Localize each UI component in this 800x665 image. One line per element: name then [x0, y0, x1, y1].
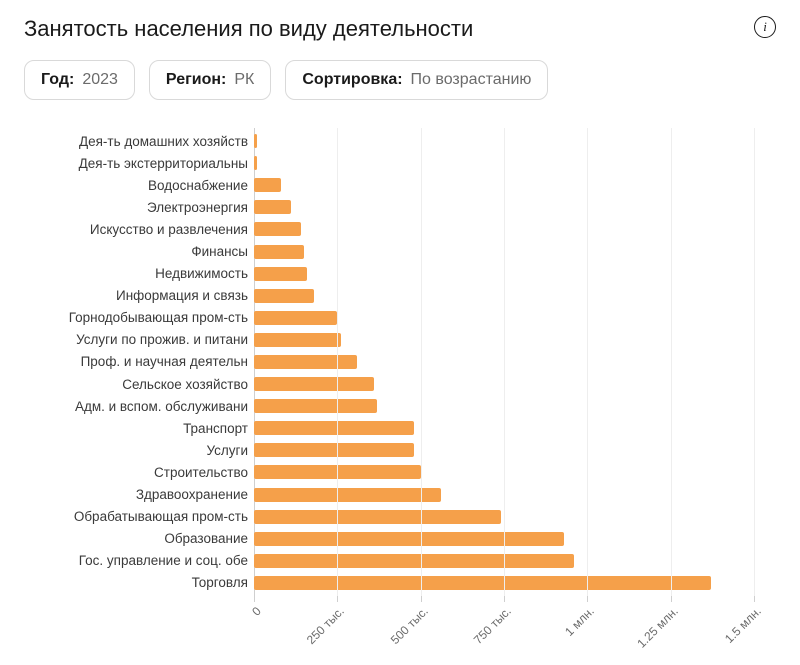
bar[interactable] — [254, 576, 711, 590]
grid-line — [671, 128, 672, 596]
category-label: Электроэнергия — [24, 196, 248, 218]
category-label: Образование — [24, 528, 248, 550]
x-tick-label: 0 — [249, 604, 264, 619]
bar[interactable] — [254, 510, 501, 524]
x-tick: 250 тыс. — [337, 596, 338, 602]
bar[interactable] — [254, 377, 374, 391]
bar[interactable] — [254, 200, 291, 214]
category-label: Искусство и развлечения — [24, 218, 248, 240]
grid-line — [504, 128, 505, 596]
bar[interactable] — [254, 355, 357, 369]
year-label: Год: — [41, 71, 74, 89]
x-tick: 1.25 млн. — [671, 596, 672, 602]
employment-chart: Дея-ть домашних хозяйствДея-ть экстеррит… — [24, 128, 762, 658]
page-title: Занятость населения по виду деятельности — [24, 16, 473, 42]
filter-controls: Год: 2023 Регион: РК Сортировка: По возр… — [24, 60, 776, 100]
category-label: Гос. управление и соц. обе — [24, 550, 248, 572]
x-tick: 1 млн. — [587, 596, 588, 602]
category-label: Дея-ть домашних хозяйств — [24, 130, 248, 152]
category-label: Услуги по прожив. и питани — [24, 329, 248, 351]
bar[interactable] — [254, 134, 257, 148]
category-label: Строительство — [24, 461, 248, 483]
year-selector[interactable]: Год: 2023 — [24, 60, 135, 100]
x-tick: 0 — [254, 596, 255, 602]
grid-line — [421, 128, 422, 596]
category-label: Проф. и научная деятельн — [24, 351, 248, 373]
region-value: РК — [234, 71, 254, 89]
category-label: Торговля — [24, 572, 248, 594]
category-label: Услуги — [24, 439, 248, 461]
x-tick-label: 250 тыс. — [304, 604, 347, 647]
region-label: Регион: — [166, 71, 226, 89]
sort-label: Сортировка: — [302, 71, 402, 89]
category-label: Здравоохранение — [24, 484, 248, 506]
bar[interactable] — [254, 532, 564, 546]
sort-selector[interactable]: Сортировка: По возрастанию — [285, 60, 548, 100]
category-label: Транспорт — [24, 417, 248, 439]
x-tick-label: 1.5 млн. — [722, 604, 764, 646]
category-label: Информация и связь — [24, 285, 248, 307]
year-value: 2023 — [82, 71, 118, 89]
bar[interactable] — [254, 245, 304, 259]
x-tick-label: 1.25 млн. — [634, 604, 681, 651]
bar[interactable] — [254, 311, 337, 325]
x-tick: 500 тыс. — [421, 596, 422, 602]
category-label: Обрабатывающая пром-сть — [24, 506, 248, 528]
x-tick-label: 500 тыс. — [388, 604, 431, 647]
bar[interactable] — [254, 156, 257, 170]
bar[interactable] — [254, 554, 574, 568]
x-tick: 1.5 млн. — [754, 596, 755, 602]
bar[interactable] — [254, 178, 281, 192]
category-label: Адм. и вспом. обслуживани — [24, 395, 248, 417]
category-label: Водоснабжение — [24, 174, 248, 196]
category-label: Финансы — [24, 240, 248, 262]
category-label: Дея-ть экстерриториальны — [24, 152, 248, 174]
x-tick: 750 тыс. — [504, 596, 505, 602]
bar[interactable] — [254, 443, 414, 457]
category-label: Горнодобывающая пром-сть — [24, 307, 248, 329]
bar[interactable] — [254, 222, 301, 236]
bar[interactable] — [254, 488, 441, 502]
grid-line — [754, 128, 755, 596]
grid-line — [337, 128, 338, 596]
bar[interactable] — [254, 399, 377, 413]
bar[interactable] — [254, 421, 414, 435]
bar[interactable] — [254, 267, 307, 281]
grid-line — [587, 128, 588, 596]
x-tick-label: 750 тыс. — [471, 604, 514, 647]
category-label: Сельское хозяйство — [24, 373, 248, 395]
x-tick-label: 1 млн. — [562, 604, 597, 639]
bar[interactable] — [254, 333, 341, 347]
sort-value: По возрастанию — [411, 71, 532, 89]
info-icon[interactable]: i — [754, 16, 776, 38]
region-selector[interactable]: Регион: РК — [149, 60, 271, 100]
bar[interactable] — [254, 289, 314, 303]
category-label: Недвижимость — [24, 263, 248, 285]
